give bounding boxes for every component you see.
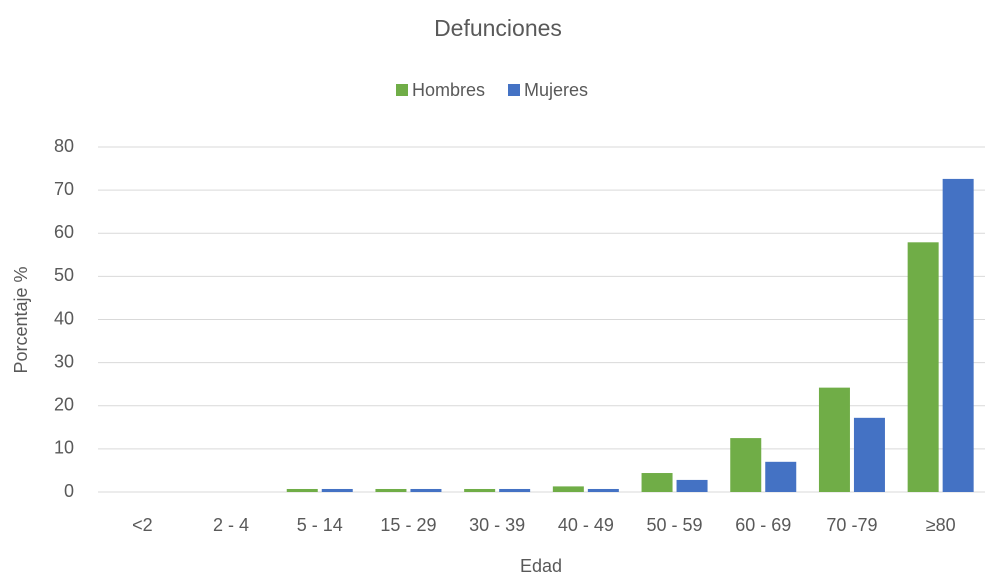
x-tick-label: 2 - 4	[213, 515, 249, 535]
bar	[552, 486, 584, 492]
bar	[375, 488, 407, 492]
x-tick-label: 15 - 29	[380, 515, 436, 535]
bar	[676, 479, 708, 492]
bar	[464, 488, 496, 492]
bar	[853, 417, 885, 492]
bar	[410, 488, 442, 492]
bar	[286, 488, 318, 492]
x-tick-label: 60 - 69	[735, 515, 791, 535]
y-tick-label: 0	[64, 481, 74, 501]
x-tick-label: 40 - 49	[558, 515, 614, 535]
x-tick-label: 5 - 14	[297, 515, 343, 535]
bar	[499, 488, 531, 492]
y-tick-label: 40	[54, 308, 74, 328]
y-tick-label: 60	[54, 222, 74, 242]
bar	[818, 387, 850, 492]
legend-label: Hombres	[412, 80, 485, 100]
y-tick-label: 50	[54, 265, 74, 285]
bar	[641, 473, 673, 492]
y-tick-label: 80	[54, 136, 74, 156]
legend-swatch	[396, 84, 408, 96]
bar	[907, 242, 939, 492]
bar	[587, 488, 619, 492]
y-tick-label: 30	[54, 351, 74, 371]
legend-label: Mujeres	[524, 80, 588, 100]
bar	[321, 488, 353, 492]
y-tick-label: 20	[54, 395, 74, 415]
x-axis-label: Edad	[520, 556, 562, 576]
x-tick-label: ≥80	[926, 515, 956, 535]
legend-swatch	[508, 84, 520, 96]
chart-title: Defunciones	[434, 15, 562, 41]
bar	[765, 461, 797, 492]
x-tick-label: 30 - 39	[469, 515, 525, 535]
x-tick-label: <2	[132, 515, 153, 535]
y-axis-label: Porcentaje %	[11, 266, 31, 373]
x-tick-label: 50 - 59	[647, 515, 703, 535]
y-tick-label: 70	[54, 179, 74, 199]
bar	[730, 438, 762, 492]
x-tick-label: 70 -79	[826, 515, 877, 535]
bar	[942, 178, 974, 492]
y-tick-label: 10	[54, 438, 74, 458]
